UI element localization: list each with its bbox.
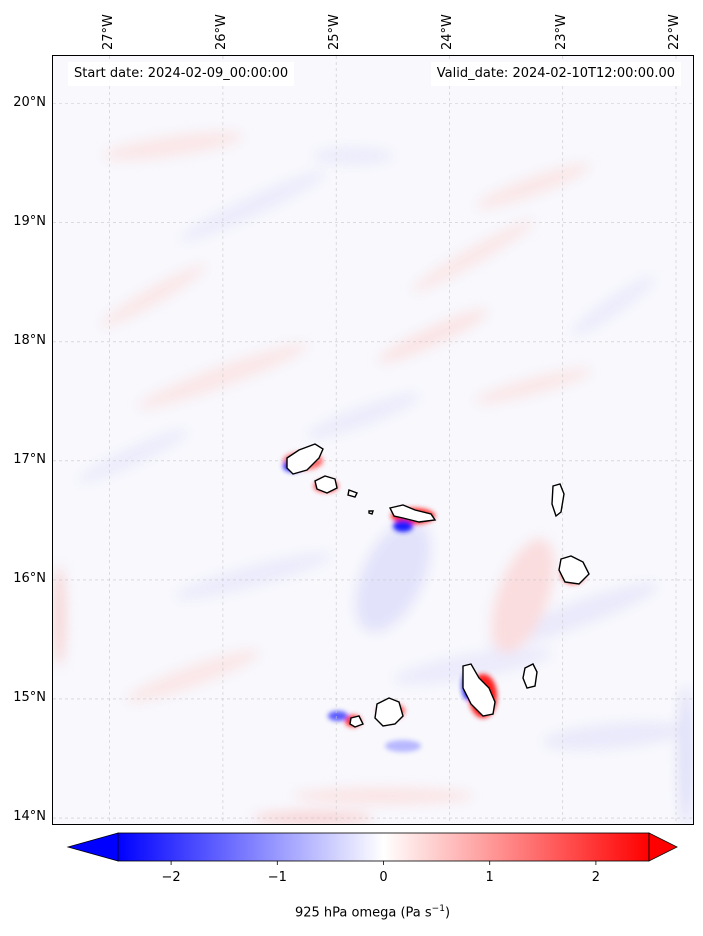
colorbar-extend-high — [648, 832, 678, 862]
gridlines — [53, 56, 693, 824]
lat-tick-label: 18°N — [13, 332, 46, 348]
lat-tick-label: 14°N — [13, 809, 46, 825]
colorbar-label: 925 hPa omega (Pa s−1) — [294, 904, 451, 921]
omega-field — [53, 56, 693, 824]
island-boa-vista — [558, 555, 590, 585]
lat-tick-label: 17°N — [13, 451, 46, 467]
map-panel — [52, 55, 694, 825]
island-sal — [551, 483, 565, 518]
island-fogo — [374, 697, 404, 727]
lat-tick-label: 15°N — [13, 689, 46, 705]
colorbar-gradient — [117, 832, 650, 862]
island-santiago — [462, 663, 496, 717]
colorbar-tick-label: 0 — [379, 870, 388, 885]
lat-tick-label: 16°N — [13, 570, 46, 586]
island-santo-antao — [286, 443, 324, 475]
lon-tick-label: 24°W — [440, 14, 456, 50]
island-sao-vicente — [314, 475, 338, 494]
lat-tick-label: 19°N — [13, 213, 46, 229]
lat-tick-label: 20°N — [13, 94, 46, 110]
lon-tick-label: 25°W — [327, 14, 343, 50]
lon-tick-label: 27°W — [100, 14, 116, 50]
island-branco — [368, 510, 374, 515]
lon-tick-label: 26°W — [213, 14, 229, 50]
colorbar-tick-label: −2 — [161, 870, 181, 885]
colorbar — [66, 832, 678, 865]
lon-tick-label: 22°W — [667, 14, 682, 50]
colorbar-extend-low — [66, 832, 119, 862]
omega-shading — [53, 132, 693, 824]
island-coastlines — [286, 443, 590, 728]
island-santa-luzia — [347, 489, 358, 498]
island-brava — [349, 715, 364, 728]
colorbar-tick-marks — [170, 861, 597, 865]
colorbar-tick-label: 1 — [485, 870, 494, 885]
island-sao-nicolau — [388, 504, 437, 523]
start-date-label: Start date: 2024-02-09_00:00:00 — [68, 62, 295, 86]
island-maio — [522, 663, 538, 689]
valid-date-label: Valid_date: 2024-02-10T12:00:00.00 — [430, 62, 681, 86]
lon-tick-label: 23°W — [553, 14, 569, 50]
colorbar-tick-label: 2 — [591, 870, 601, 885]
colorbar-tick-label: −1 — [267, 870, 287, 885]
